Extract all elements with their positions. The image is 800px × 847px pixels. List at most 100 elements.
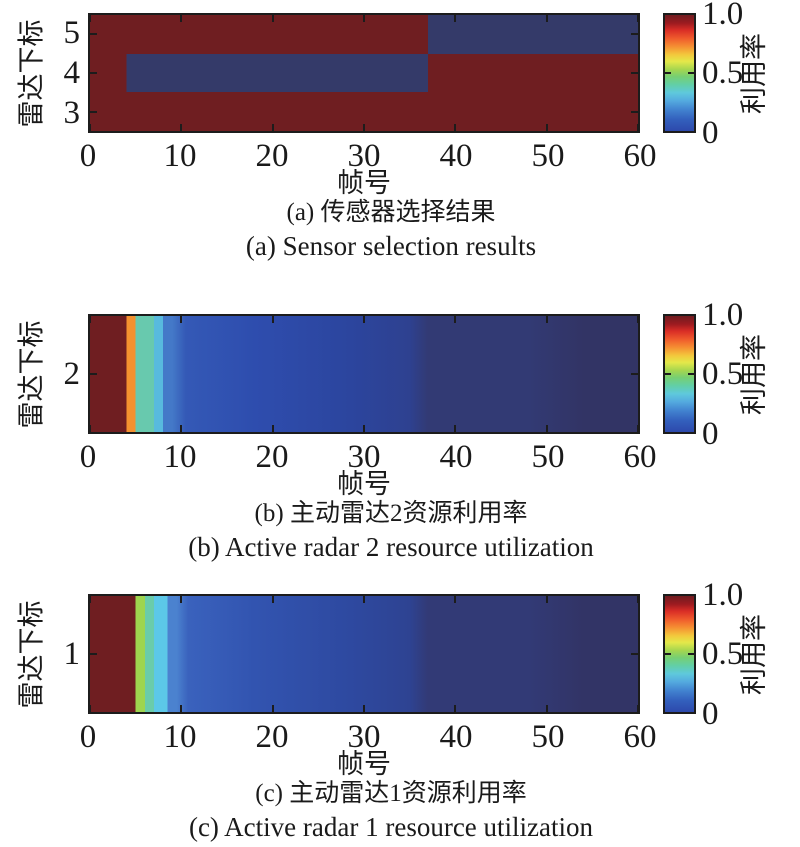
y-tick-label: 1: [63, 636, 81, 672]
x-tick-mark: [363, 705, 365, 712]
caption-zh: (a) 传感器选择结果: [286, 199, 496, 226]
heatmap-plot: [88, 594, 640, 714]
x-tick-mark: [637, 596, 639, 603]
x-tick-mark: [271, 425, 274, 432]
colorbar-tick-mark: [665, 653, 671, 655]
colorbar-tick-label-mid: 0.5: [702, 636, 744, 672]
colorbar-tick-label-min: 0: [702, 416, 719, 452]
x-tick-mark: [89, 705, 91, 712]
heatmap-row-radar-4: [90, 53, 638, 93]
y-tick-mark: [90, 110, 97, 113]
y-tick-label: 3: [63, 95, 81, 131]
heatmap-row-radar-2: [90, 316, 638, 432]
heatmap-row-radar-1: [90, 596, 638, 712]
x-tick-mark: [454, 705, 457, 712]
x-tick-mark: [545, 596, 548, 603]
x-tick-mark: [271, 596, 274, 603]
x-tick-mark: [363, 596, 365, 603]
caption-en: (c) Active radar 1 resource utilization: [188, 812, 594, 842]
x-tick-mark: [545, 425, 548, 432]
x-tick-mark: [271, 316, 274, 323]
x-tick-mark: [454, 316, 457, 323]
y-tick-mark: [631, 373, 638, 375]
x-tick-mark: [271, 705, 274, 712]
x-tick-mark: [637, 425, 639, 432]
colorbar-tick-mark: [665, 373, 671, 375]
x-tick-mark: [180, 705, 183, 712]
colorbar: [663, 314, 696, 434]
y-tick-mark: [90, 373, 97, 375]
caption-en: (a) Sensor selection results: [245, 231, 537, 261]
y-tick-labels: 5 4 3: [36, 0, 81, 160]
panel-c: 雷达下标 1 0 10 20 30 40 50 60 帧号 (c) 主动雷达1资源利用率 (…: [0, 577, 800, 847]
x-tick-mark: [454, 15, 457, 22]
colorbar-label-box: 利用率: [735, 314, 769, 434]
y-tick-label: 2: [63, 356, 81, 392]
y-tick-mark: [631, 72, 638, 74]
x-tick-mark: [454, 425, 457, 432]
colorbar-tick-mark: [688, 653, 694, 655]
x-tick-mark: [89, 425, 91, 432]
x-tick-mark: [271, 15, 274, 22]
x-tick-mark: [271, 124, 274, 131]
heatmap-plot: [88, 13, 640, 133]
x-tick-mark: [180, 15, 183, 22]
colorbar-label: 利用率: [738, 32, 769, 114]
x-axis-label: 帧号: [337, 168, 391, 198]
y-tick-mark: [631, 33, 638, 36]
x-tick-mark: [363, 425, 365, 432]
y-tick-mark: [631, 653, 638, 655]
colorbar-tick-mark: [665, 72, 671, 74]
colorbar-label: 利用率: [738, 333, 769, 415]
y-tick-labels: 2: [36, 301, 81, 461]
colorbar: [663, 13, 696, 133]
x-tick-mark: [180, 316, 183, 323]
y-tick-labels: 1: [36, 581, 81, 741]
y-tick-label: 4: [63, 55, 81, 91]
colorbar-tick-label-min: 0: [702, 115, 719, 151]
colorbar-tick-label-max: 1.0: [702, 0, 744, 32]
y-tick-label: 5: [63, 15, 81, 51]
x-tick-mark: [637, 124, 639, 131]
y-tick-mark: [90, 653, 97, 655]
y-tick-mark: [631, 110, 638, 113]
heatmap-plot: [88, 314, 640, 434]
caption-zh: (c) 主动雷达1资源利用率: [255, 780, 527, 807]
x-tick-mark: [89, 15, 91, 22]
x-tick-mark: [180, 425, 183, 432]
x-tick-mark: [545, 705, 548, 712]
x-tick-mark: [363, 15, 365, 22]
x-tick-mark: [637, 705, 639, 712]
colorbar-label: 利用率: [738, 613, 769, 695]
x-tick-mark: [454, 596, 457, 603]
x-tick-mark: [89, 596, 91, 603]
colorbar-tick-label-max: 1.0: [702, 577, 744, 613]
y-tick-mark: [90, 33, 97, 36]
colorbar-tick-label-min: 0: [702, 696, 719, 732]
x-tick-mark: [89, 124, 91, 131]
caption-zh: (b) 主动雷达2资源利用率: [254, 500, 528, 527]
colorbar-label-box: 利用率: [735, 594, 769, 714]
x-tick-mark: [637, 316, 639, 323]
caption-en: (b) Active radar 2 resource utilization: [188, 532, 594, 562]
x-tick-mark: [363, 316, 365, 323]
y-tick-mark: [90, 72, 97, 74]
colorbar: [663, 594, 696, 714]
x-axis-label: 帧号: [337, 749, 391, 779]
colorbar-tick-label-mid: 0.5: [702, 356, 744, 392]
x-axis-label: 帧号: [337, 469, 391, 499]
panel-b: 雷达下标 2 0 10 20 30 40 50 60 帧号 (b) 主动雷达2资源利用率 (…: [0, 297, 800, 601]
x-tick-mark: [545, 316, 548, 323]
x-tick-mark: [454, 124, 457, 131]
colorbar-tick-mark: [688, 72, 694, 74]
x-tick-mark: [180, 596, 183, 603]
colorbar-tick-label-max: 1.0: [702, 297, 744, 333]
x-tick-mark: [545, 15, 548, 22]
x-tick-mark: [545, 124, 548, 131]
colorbar-tick-mark: [688, 373, 694, 375]
x-tick-mark: [363, 124, 365, 131]
colorbar-label-box: 利用率: [735, 13, 769, 133]
x-tick-mark: [89, 316, 91, 323]
